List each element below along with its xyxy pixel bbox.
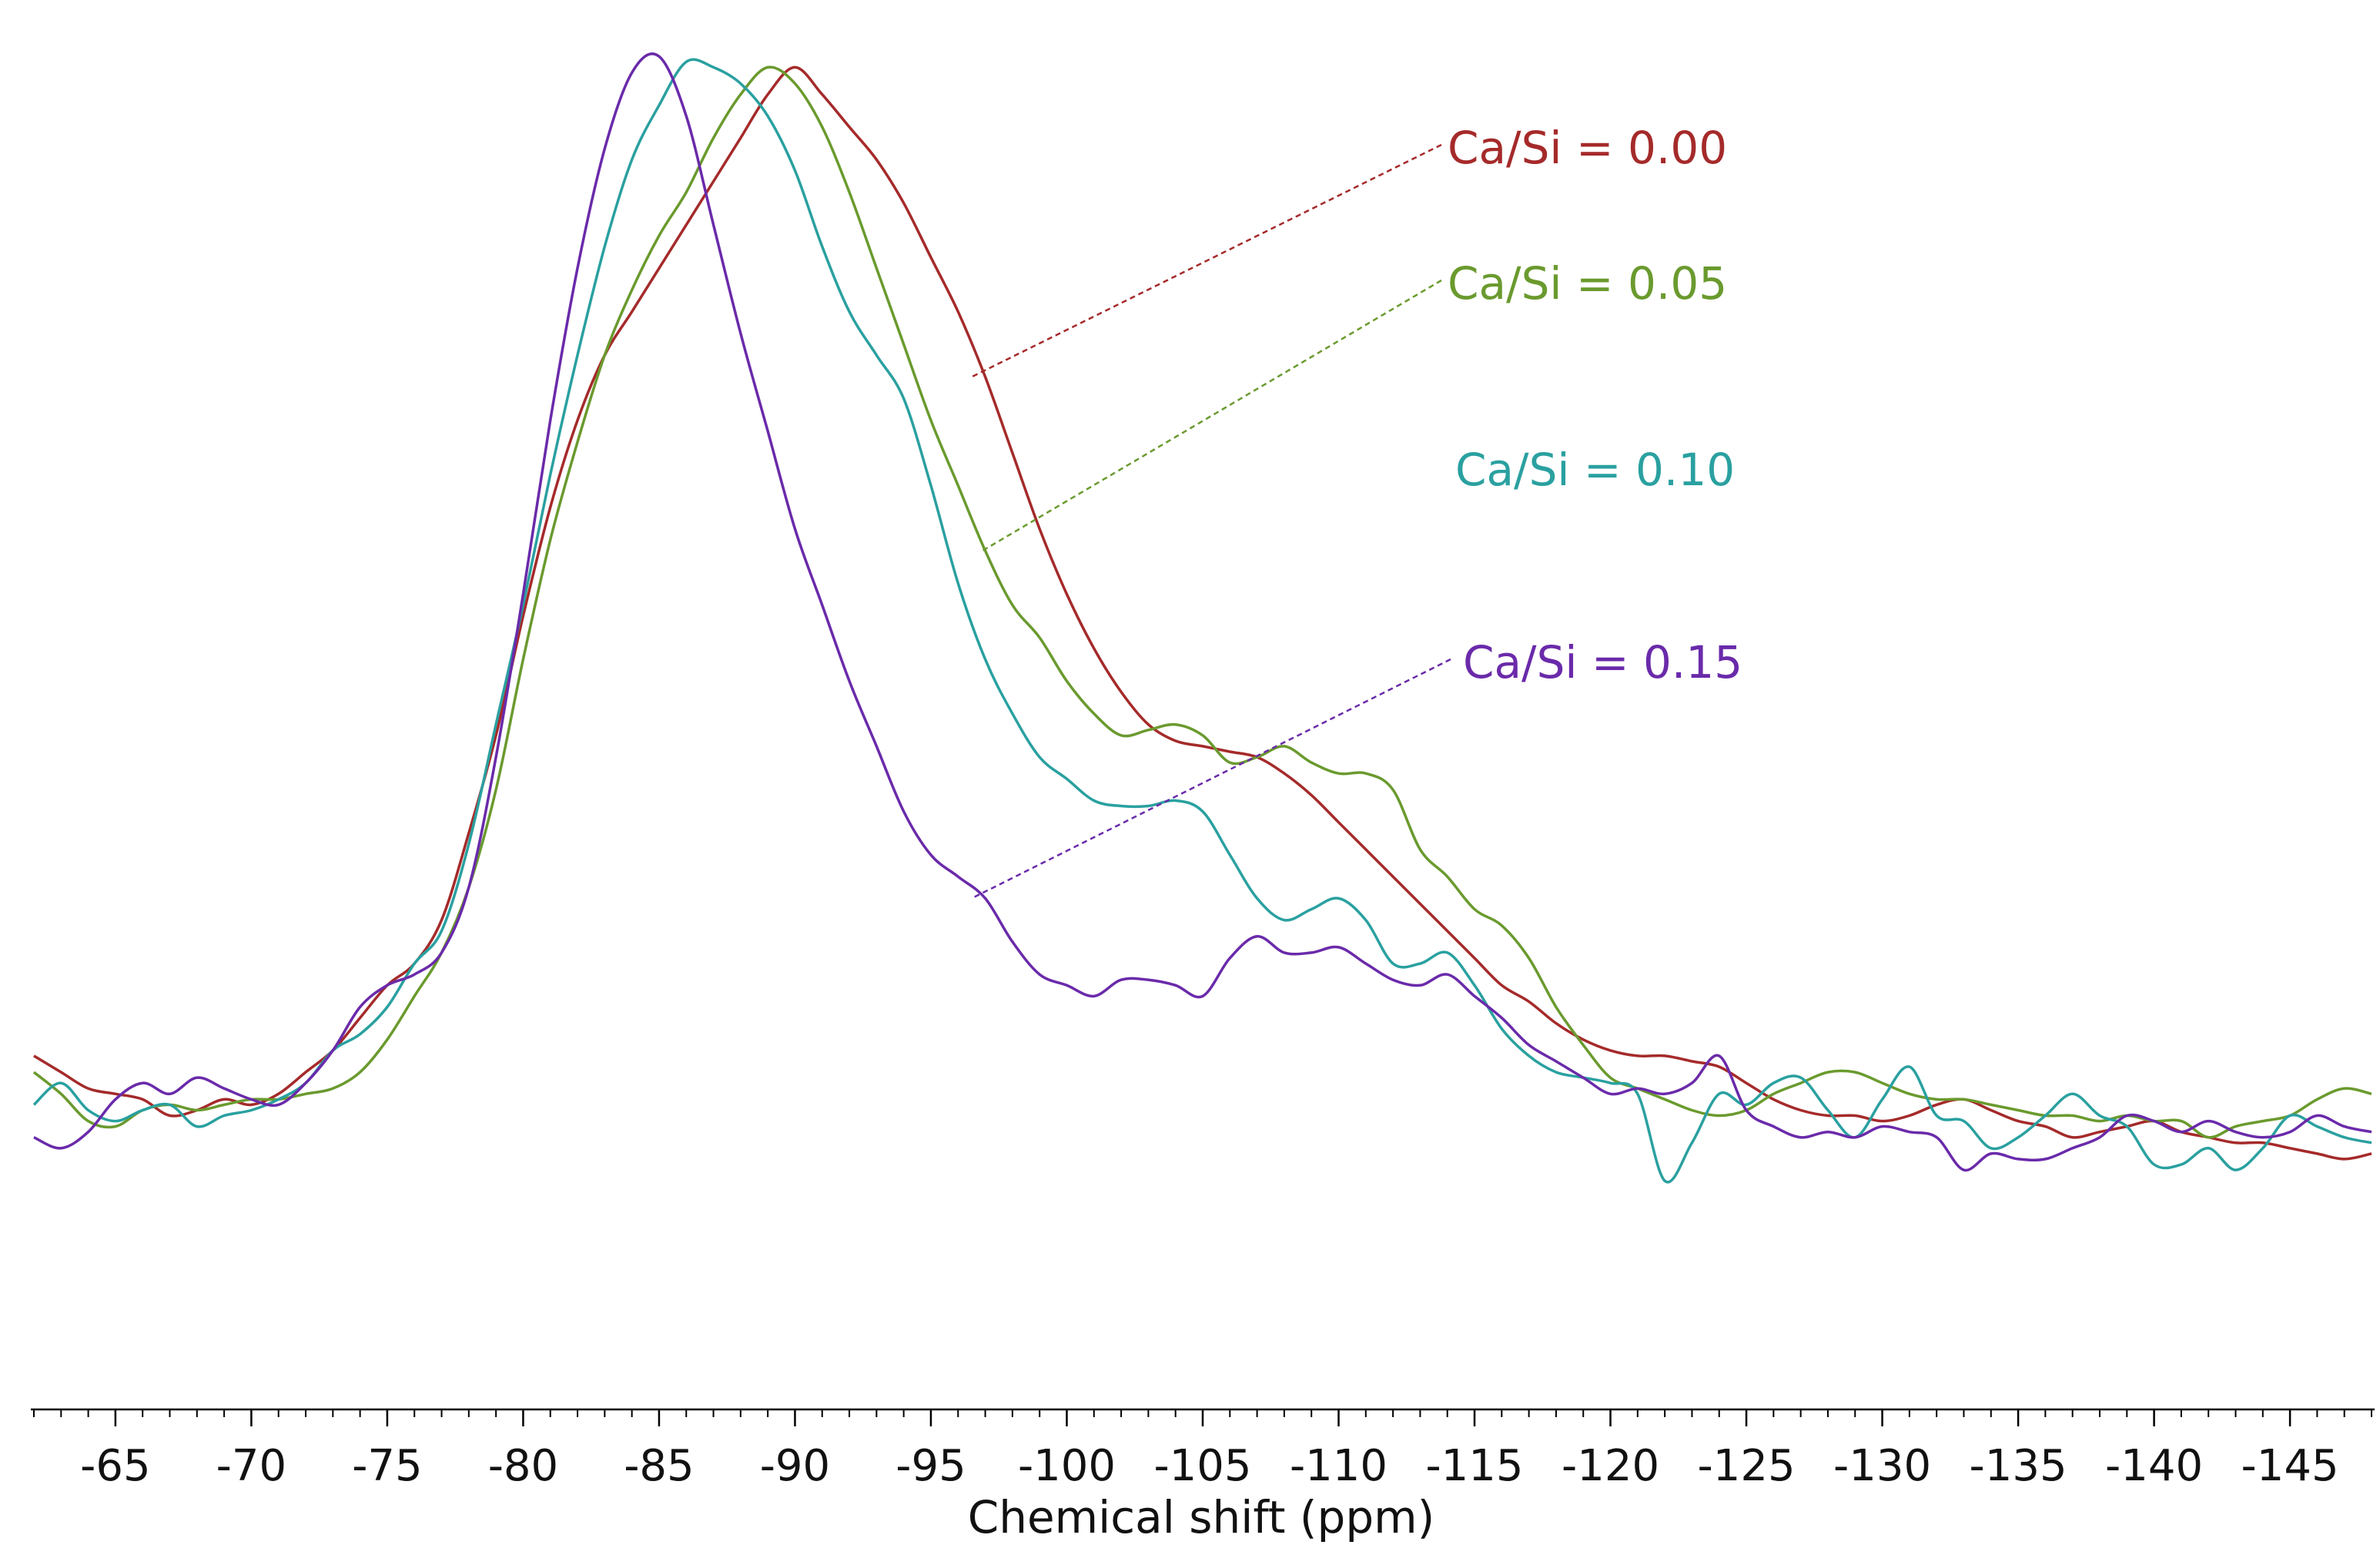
legend-annotations: Ca/Si = 0.00 Ca/Si = 0.05 Ca/Si = 0.10 Ca/S… [971, 122, 1742, 900]
series-line-ca-si-0-15 [33, 52, 2372, 1172]
legend-label-ca-si-0-00: Ca/Si = 0.00 [1448, 122, 1727, 174]
series-layer [32, 52, 2372, 1184]
legend-pointer-ca-si-0-00 [971, 143, 1442, 378]
x-tick-label: -105 [1153, 1441, 1251, 1491]
legend-pointer-ca-si-0-15 [971, 658, 1451, 900]
x-axis-title: Chemical shift (ppm) [968, 1491, 1435, 1543]
x-tick-label: -115 [1425, 1441, 1523, 1491]
x-axis: -65 -70 -75 -80 -85 -90 -95 -100 -105 -110 -115 -12… [31, 1408, 2375, 1491]
x-tick-label: -130 [1833, 1441, 1931, 1491]
x-tick-label: -140 [2105, 1441, 2203, 1491]
x-tick-label: -120 [1562, 1441, 1659, 1491]
x-tick-label: -110 [1290, 1441, 1387, 1491]
legend-pointer-ca-si-0-05 [982, 279, 1442, 552]
x-axis-major-ticks [114, 1409, 2291, 1426]
x-tick-label: -65 [80, 1441, 150, 1491]
x-tick-label: -75 [352, 1441, 422, 1491]
x-tick-label: -125 [1697, 1441, 1795, 1491]
x-tick-label: -90 [760, 1441, 830, 1491]
x-tick-label: -100 [1018, 1441, 1116, 1491]
legend-label-ca-si-0-15: Ca/Si = 0.15 [1463, 636, 1742, 689]
x-axis-tick-labels: -65 -70 -75 -80 -85 -90 -95 -100 -105 -110 -115 -12… [80, 1441, 2338, 1491]
x-tick-label: -135 [1970, 1441, 2067, 1491]
x-tick-label: -95 [895, 1441, 966, 1491]
x-tick-label: -80 [488, 1441, 558, 1491]
x-tick-label: -145 [2241, 1441, 2339, 1491]
x-tick-label: -85 [624, 1441, 694, 1491]
series-line-ca-si-0-10 [32, 58, 2372, 1184]
x-tick-label: -70 [216, 1441, 286, 1491]
legend-label-ca-si-0-05: Ca/Si = 0.05 [1448, 257, 1727, 310]
series-line-ca-si-0-05 [32, 65, 2372, 1139]
legend-label-ca-si-0-10: Ca/Si = 0.10 [1455, 444, 1735, 496]
